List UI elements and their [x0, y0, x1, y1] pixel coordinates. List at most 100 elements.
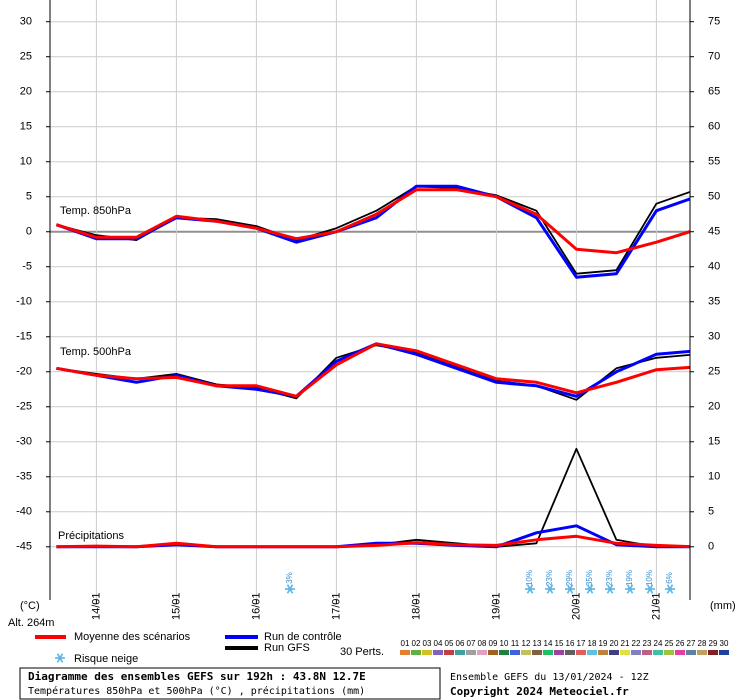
y2-tick-label: 15 [708, 436, 720, 448]
pert-swatch [642, 650, 652, 655]
snow-icon [55, 653, 65, 663]
legend-label: Run de contrôle [264, 631, 342, 643]
pert-swatch [686, 650, 696, 655]
snow-risk-label: 23% [545, 570, 554, 586]
pert-label: 05 [445, 639, 454, 648]
y2-tick-label: 5 [708, 506, 714, 518]
pert-label: 29 [709, 639, 718, 648]
pert-swatch [444, 650, 454, 655]
pert-swatch [554, 650, 564, 655]
x-tick-label: 18/01 [410, 592, 422, 620]
y2-tick-label: 55 [708, 156, 720, 168]
y2-unit: (mm) [710, 600, 736, 612]
snow-icon [605, 584, 615, 594]
plot-lines [55, 184, 690, 549]
y-tick-label: -10 [16, 296, 32, 308]
pert-label: 21 [621, 639, 630, 648]
pert-label: 07 [467, 639, 476, 648]
annotation: Temp. 850hPa [60, 205, 132, 217]
pert-swatch [631, 650, 641, 655]
snow-icon [525, 584, 535, 594]
pert-label: 20 [610, 639, 619, 648]
pert-label: 03 [423, 639, 432, 648]
legend: Moyenne des scénarios Run de contrôle Ru… [35, 631, 384, 665]
x-tick-label: 16/01 [250, 592, 262, 620]
line-precip [56, 524, 690, 549]
footer-box [19, 667, 441, 700]
snow-icon-stroke [286, 584, 294, 594]
pert-swatch [675, 650, 685, 655]
pert-swatch [499, 650, 509, 655]
snow-icon-stroke [606, 584, 614, 594]
footer-title: Diagramme des ensembles GEFS sur 192h : … [28, 670, 366, 683]
pert-label: 26 [676, 639, 685, 648]
pert-swatch [433, 650, 443, 655]
line-t500 [56, 342, 690, 398]
snow-risk-label: 19% [625, 570, 634, 586]
pert-swatch [719, 650, 729, 655]
x-tick-label: 19/01 [490, 592, 502, 620]
pert-swatch [664, 650, 674, 655]
pert-label: 15 [555, 639, 564, 648]
y-tick-label: -15 [16, 331, 32, 343]
pert-swatch [708, 650, 718, 655]
pert-swatch [653, 650, 663, 655]
pert-swatch [598, 650, 608, 655]
y2-tick-label: 30 [708, 331, 720, 343]
pert-label: 04 [434, 639, 443, 648]
y-unit: (°C) [20, 600, 40, 612]
snow-icon-stroke [566, 584, 574, 594]
snow-risk-label: 6% [665, 572, 674, 584]
pert-swatch [400, 650, 410, 655]
pert-label: 13 [533, 639, 542, 648]
y-tick-label: 5 [26, 191, 32, 203]
y-tick-label: 20 [20, 86, 32, 98]
pert-swatch [543, 650, 553, 655]
pert-label: 02 [412, 639, 421, 648]
line-precip [56, 447, 690, 548]
footer-copyright: Copyright 2024 Meteociel.fr [450, 685, 629, 698]
pert-label: 28 [698, 639, 707, 648]
snow-risk-label: 35% [585, 570, 594, 586]
y-tick-label: 25 [20, 51, 32, 63]
snow-icon [565, 584, 575, 594]
line-t500 [56, 344, 690, 401]
snow-icon [545, 584, 555, 594]
pert-label: 19 [599, 639, 608, 648]
pert-swatch [510, 650, 520, 655]
pert-swatch [609, 650, 619, 655]
pert-label: 25 [665, 639, 674, 648]
grid [50, 0, 690, 600]
pert-label: 14 [544, 639, 553, 648]
y-tick-label: -30 [16, 436, 32, 448]
pert-label: 27 [687, 639, 696, 648]
y2-tick-label: 10 [708, 471, 720, 483]
pert-swatch [488, 650, 498, 655]
x-tick-label: 20/01 [570, 592, 582, 620]
snow-risk-label: 23% [605, 570, 614, 586]
line-precip [56, 534, 690, 549]
pert-label: 24 [654, 639, 663, 648]
footer-subtitle: Températures 850hPa et 500hPa (°C) , pré… [28, 685, 365, 697]
pert-swatch [587, 650, 597, 655]
snow-icon-stroke [666, 584, 674, 594]
pert-swatch [697, 650, 707, 655]
x-tick-label: 14/01 [90, 592, 102, 620]
perts-legend: 01 02 03 04 05 06 07 08 09 10 11 12 13 14 15 16 17 18 19 20… [400, 639, 729, 655]
pert-swatch [422, 650, 432, 655]
pert-label: 18 [588, 639, 597, 648]
annotation: Temp. 500hPa [60, 346, 132, 358]
legend-label: Risque neige [74, 653, 138, 665]
line-t850 [55, 188, 690, 255]
pert-label: 01 [401, 639, 410, 648]
perts-title: 30 Perts. [340, 646, 384, 658]
y2-tick-label: 60 [708, 121, 720, 133]
y2-tick-label: 65 [708, 86, 720, 98]
snow-icon-stroke [626, 584, 634, 594]
snow-icon [665, 584, 675, 594]
snow-risk-label: 10% [645, 570, 654, 586]
pert-swatch [576, 650, 586, 655]
pert-label: 09 [489, 639, 498, 648]
y2-tick-label: 70 [708, 51, 720, 63]
y-tick-label: 30 [20, 16, 32, 28]
